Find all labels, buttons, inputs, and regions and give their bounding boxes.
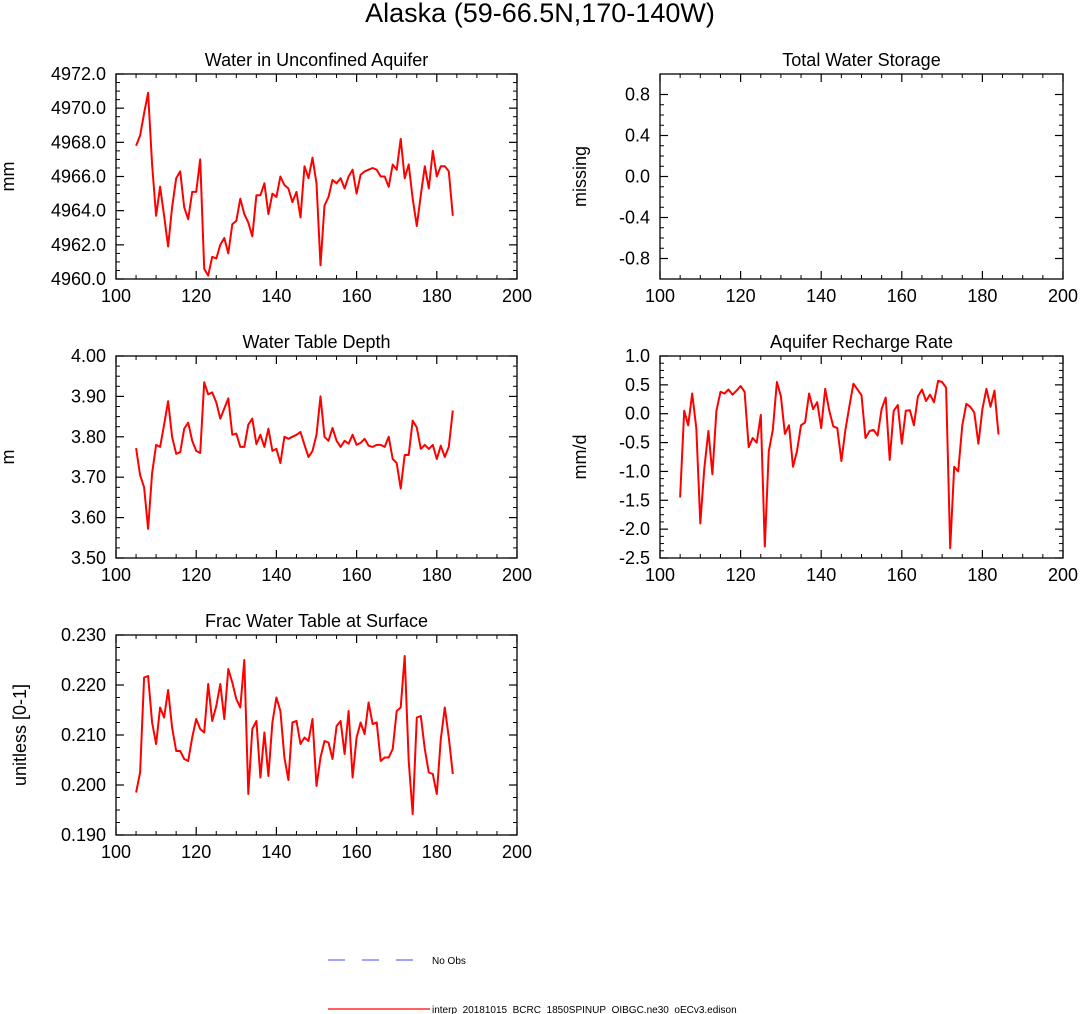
water-table-depth-panel: Water Table Depth 100 120 140 160 180 200 3.50 3…: [0, 332, 532, 585]
aquifer-recharge-rate-ytick-label: -1.0: [619, 461, 650, 481]
water-table-depth-ytick-label: 3.90: [71, 386, 106, 406]
total-water-storage-xtick-label: 100: [645, 286, 675, 306]
total-water-storage-xtick-label: 140: [806, 286, 836, 306]
water-table-depth-series-line: [135, 381, 454, 530]
water-in-unconfined-aquifer-ytick-label: 4960.0: [51, 269, 106, 289]
aquifer-recharge-rate-xtick-label: 140: [806, 565, 836, 585]
frac-water-table-at-surface-ytick-label: 0.190: [61, 825, 106, 845]
water-table-depth-frame: [115, 355, 518, 559]
page-title: Alaska (59-66.5N,170-140W): [365, 0, 715, 28]
water-in-unconfined-aquifer-xtick-label: 140: [261, 286, 291, 306]
total-water-storage-ytick-label: 0.4: [625, 126, 650, 146]
total-water-storage-frame: [659, 73, 1064, 280]
water-in-unconfined-aquifer-ytick-label: 4972.0: [51, 64, 106, 84]
water-table-depth-xtick-label: 100: [101, 565, 131, 585]
total-water-storage-title: Total Water Storage: [782, 50, 940, 70]
total-water-storage-xtick-label: 120: [726, 286, 756, 306]
aquifer-recharge-rate-ytick-label: 0.5: [625, 375, 650, 395]
aquifer-recharge-rate-title: Aquifer Recharge Rate: [770, 332, 953, 352]
total-water-storage-panel: Total Water Storage 100 120 140 160 180 200 -0.…: [570, 50, 1078, 306]
water-table-depth-ytick-label: 3.60: [71, 508, 106, 528]
frac-water-table-at-surface-xtick-label: 100: [101, 842, 131, 862]
water-in-unconfined-aquifer-title: Water in Unconfined Aquifer: [205, 50, 428, 70]
frac-water-table-at-surface-xtick-label: 200: [502, 842, 532, 862]
total-water-storage-xtick-label: 180: [967, 286, 997, 306]
aquifer-recharge-rate-ytick-label: -2.0: [619, 519, 650, 539]
frac-water-table-at-surface-ytick-label: 0.220: [61, 675, 106, 695]
frac-water-table-at-surface-ytick-label: 0.210: [61, 725, 106, 745]
water-table-depth-ylabel: m: [0, 450, 18, 465]
aquifer-recharge-rate-xtick-label: 200: [1048, 565, 1078, 585]
water-table-depth-xtick-label: 180: [422, 565, 452, 585]
water-in-unconfined-aquifer-ytick-label: 4964.0: [51, 201, 106, 221]
frac-water-table-at-surface-xtick-label: 140: [261, 842, 291, 862]
water-in-unconfined-aquifer-ytick-label: 4966.0: [51, 167, 106, 187]
water-in-unconfined-aquifer-xtick-label: 120: [181, 286, 211, 306]
water-table-depth-ytick-label: 3.80: [71, 427, 106, 447]
chart-panels: Water in Unconfined Aquifer 100 120 140 160 1…: [0, 50, 1078, 862]
water-in-unconfined-aquifer-panel: Water in Unconfined Aquifer 100 120 140 160 1…: [0, 50, 532, 306]
frac-water-table-at-surface-ytick-label: 0.200: [61, 775, 106, 795]
water-in-unconfined-aquifer-ytick-label: 4968.0: [51, 132, 106, 152]
aquifer-recharge-rate-ytick-label: -0.5: [619, 433, 650, 453]
total-water-storage-ytick-label: -0.4: [619, 208, 650, 228]
water-in-unconfined-aquifer-xtick-label: 160: [342, 286, 372, 306]
legend-obs-label: No Obs: [432, 956, 466, 967]
aquifer-recharge-rate-series-line: [679, 379, 1000, 550]
frac-water-table-at-surface-ytick-label: 0.230: [61, 625, 106, 645]
water-in-unconfined-aquifer-ylabel: mm: [0, 162, 18, 192]
water-table-depth-ytick-label: 3.50: [71, 548, 106, 568]
total-water-storage-xtick-label: 200: [1048, 286, 1078, 306]
water-table-depth-xtick-label: 120: [181, 565, 211, 585]
water-table-depth-ytick-label: 3.70: [71, 467, 106, 487]
aquifer-recharge-rate-ytick-label: -2.5: [619, 548, 650, 568]
water-table-depth-ytick-label: 4.00: [71, 346, 106, 366]
total-water-storage-ytick-label: 0.0: [625, 167, 650, 187]
water-table-depth-xtick-label: 140: [261, 565, 291, 585]
water-in-unconfined-aquifer-xtick-label: 200: [502, 286, 532, 306]
water-table-depth-title: Water Table Depth: [242, 332, 390, 352]
aquifer-recharge-rate-xtick-label: 100: [645, 565, 675, 585]
frac-water-table-at-surface-xtick-label: 180: [422, 842, 452, 862]
total-water-storage-ytick-label: 0.8: [625, 85, 650, 105]
aquifer-recharge-rate-xtick-label: 160: [887, 565, 917, 585]
frac-water-table-at-surface-title: Frac Water Table at Surface: [205, 611, 428, 631]
total-water-storage-xtick-label: 160: [887, 286, 917, 306]
water-table-depth-xtick-label: 160: [342, 565, 372, 585]
water-in-unconfined-aquifer-xtick-label: 100: [101, 286, 131, 306]
total-water-storage-ylabel: missing: [570, 146, 590, 207]
frac-water-table-at-surface-ylabel: unitless [0-1]: [10, 684, 30, 786]
aquifer-recharge-rate-xtick-label: 120: [726, 565, 756, 585]
frac-water-table-at-surface-panel: Frac Water Table at Surface 100 120 140 160 1…: [10, 611, 532, 862]
aquifer-recharge-rate-frame: [659, 355, 1064, 559]
water-in-unconfined-aquifer-ytick-label: 4962.0: [51, 235, 106, 255]
water-in-unconfined-aquifer-xtick-label: 180: [422, 286, 452, 306]
legend: No Obs interp_20181015_BCRC_1850SPINUP_O…: [328, 956, 737, 1014]
frac-water-table-at-surface-frame: [115, 634, 518, 836]
aquifer-recharge-rate-ytick-label: 1.0: [625, 346, 650, 366]
frac-water-table-at-surface-xtick-label: 160: [342, 842, 372, 862]
aquifer-recharge-rate-panel: Aquifer Recharge Rate 100 120 140 160 180 200 -…: [570, 332, 1078, 585]
water-table-depth-xtick-label: 200: [502, 565, 532, 585]
aquifer-recharge-rate-ytick-label: 0.0: [625, 404, 650, 424]
aquifer-recharge-rate-xtick-label: 180: [967, 565, 997, 585]
aquifer-recharge-rate-ylabel: mm/d: [570, 435, 590, 480]
frac-water-table-at-surface-series-line: [135, 655, 454, 815]
frac-water-table-at-surface-xtick-label: 120: [181, 842, 211, 862]
total-water-storage-ytick-label: -0.8: [619, 249, 650, 269]
water-in-unconfined-aquifer-ytick-label: 4970.0: [51, 98, 106, 118]
water-in-unconfined-aquifer-series-line: [135, 91, 454, 277]
aquifer-recharge-rate-ytick-label: -1.5: [619, 490, 650, 510]
legend-model-label: interp_20181015_BCRC_1850SPINUP_OIBGC.ne…: [432, 1005, 737, 1014]
